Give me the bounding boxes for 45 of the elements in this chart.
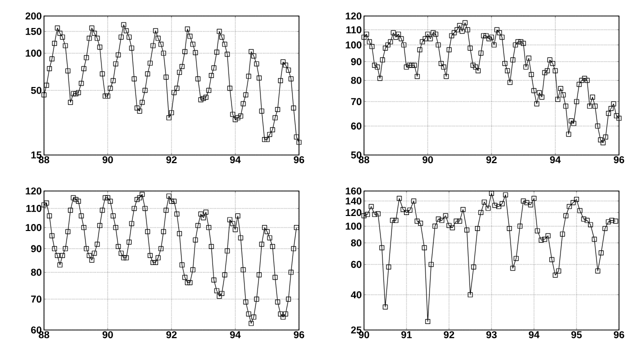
y-tick-label: 100 <box>26 224 42 232</box>
x-tick-label: 92 <box>166 156 177 164</box>
y-tick-label: 70 <box>31 296 42 303</box>
x-tick-label: 88 <box>38 156 50 164</box>
y-tick-label: 120 <box>346 209 362 216</box>
x-tick-label: 90 <box>422 156 433 164</box>
y-tick-label: 80 <box>351 76 362 84</box>
y-tick-label: 100 <box>346 222 362 230</box>
x-tick-label: 94 <box>528 331 540 338</box>
x-tick-label: 88 <box>358 156 370 164</box>
x-tick-label: 90 <box>102 156 113 164</box>
x-tick-label: 94 <box>230 331 241 338</box>
x-tick-label: 92 <box>444 331 454 338</box>
y-tick-label: 70 <box>351 98 362 106</box>
y-tick-label: 200 <box>26 12 42 20</box>
y-tick-label: 100 <box>26 50 42 57</box>
y-tick-label: 140 <box>346 197 362 205</box>
x-tick-label: 96 <box>294 331 304 338</box>
x-tick-label: 95 <box>571 331 582 338</box>
x-tick-label: 94 <box>550 156 561 164</box>
y-tick-label: 60 <box>351 260 362 268</box>
y-tick-label: 110 <box>346 26 362 34</box>
y-tick-label: 90 <box>351 58 362 66</box>
y-tick-label: 60 <box>351 122 362 130</box>
y-tick-label: 80 <box>351 239 362 246</box>
y-tick-label: 110 <box>26 204 42 212</box>
y-tick-label: 120 <box>346 12 362 20</box>
x-tick-label: 93 <box>486 331 497 338</box>
x-tick-label: 96 <box>614 156 624 164</box>
x-tick-label: 90 <box>102 331 113 338</box>
y-tick-label: 50 <box>31 86 42 94</box>
x-tick-label: 96 <box>614 331 624 338</box>
y-tick-label: 150 <box>26 28 42 35</box>
y-tick-label: 120 <box>26 187 42 195</box>
x-tick-label: 88 <box>38 331 50 338</box>
x-tick-label: 96 <box>294 156 304 164</box>
x-tick-label: 91 <box>401 331 412 338</box>
y-tick-label: 90 <box>31 245 42 252</box>
x-tick-label: 92 <box>486 156 497 164</box>
y-tick-label: 160 <box>346 187 362 195</box>
y-tick-label: 80 <box>31 268 42 276</box>
y-tick-label: 40 <box>350 291 362 298</box>
x-tick-label: 94 <box>230 156 241 164</box>
y-tick-label: 100 <box>346 41 362 48</box>
x-tick-label: 92 <box>166 331 177 338</box>
